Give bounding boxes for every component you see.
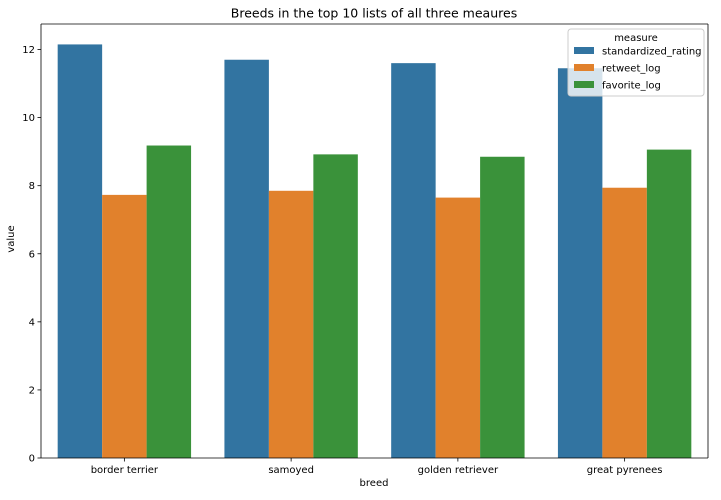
y-tick-label: 4 [29, 317, 35, 328]
legend: measure standardized_rating retweet_logfav… [567, 28, 705, 97]
x-tick-label: golden retriever [418, 465, 499, 476]
bar [102, 194, 147, 458]
y-tick-label: 12 [22, 45, 35, 56]
x-axis-label: breed [360, 478, 389, 489]
bar [268, 190, 314, 458]
legend-label: retweet_log [602, 64, 661, 75]
y-tick-label: 0 [29, 454, 35, 465]
legend-box [567, 28, 705, 97]
bar [435, 197, 481, 458]
legend-title: measure [614, 33, 658, 44]
bar [557, 68, 603, 458]
bar [646, 149, 692, 458]
y-tick-label: 10 [22, 113, 35, 124]
legend-swatch [574, 81, 594, 88]
x-tick-label: border terrier [91, 465, 159, 476]
bar [146, 145, 192, 458]
bar [224, 59, 269, 458]
x-axis: border terrier samoyed golden retriever gre… [91, 458, 663, 476]
plot-area [40, 23, 709, 459]
bar [313, 154, 358, 459]
y-tick-label: 8 [29, 181, 35, 192]
y-tick-label: 6 [29, 249, 35, 260]
bar [57, 44, 103, 459]
y-axis-label: value [6, 225, 17, 252]
legend-label: standardized_rating [602, 47, 702, 58]
chart-title: Breeds in the top 10 lists of all three … [231, 6, 517, 21]
x-tick-label: great pyrenees [587, 465, 663, 476]
legend-swatch [574, 47, 594, 54]
bar [602, 187, 647, 458]
bar [391, 63, 436, 458]
legend-label: favorite_log [602, 81, 661, 92]
y-tick-label: 2 [29, 385, 35, 396]
y-axis: 0 2 4 6 8 10 12 [22, 45, 41, 465]
bar [480, 156, 525, 459]
legend-swatch [574, 64, 594, 71]
x-tick-label: samoyed [268, 465, 314, 476]
